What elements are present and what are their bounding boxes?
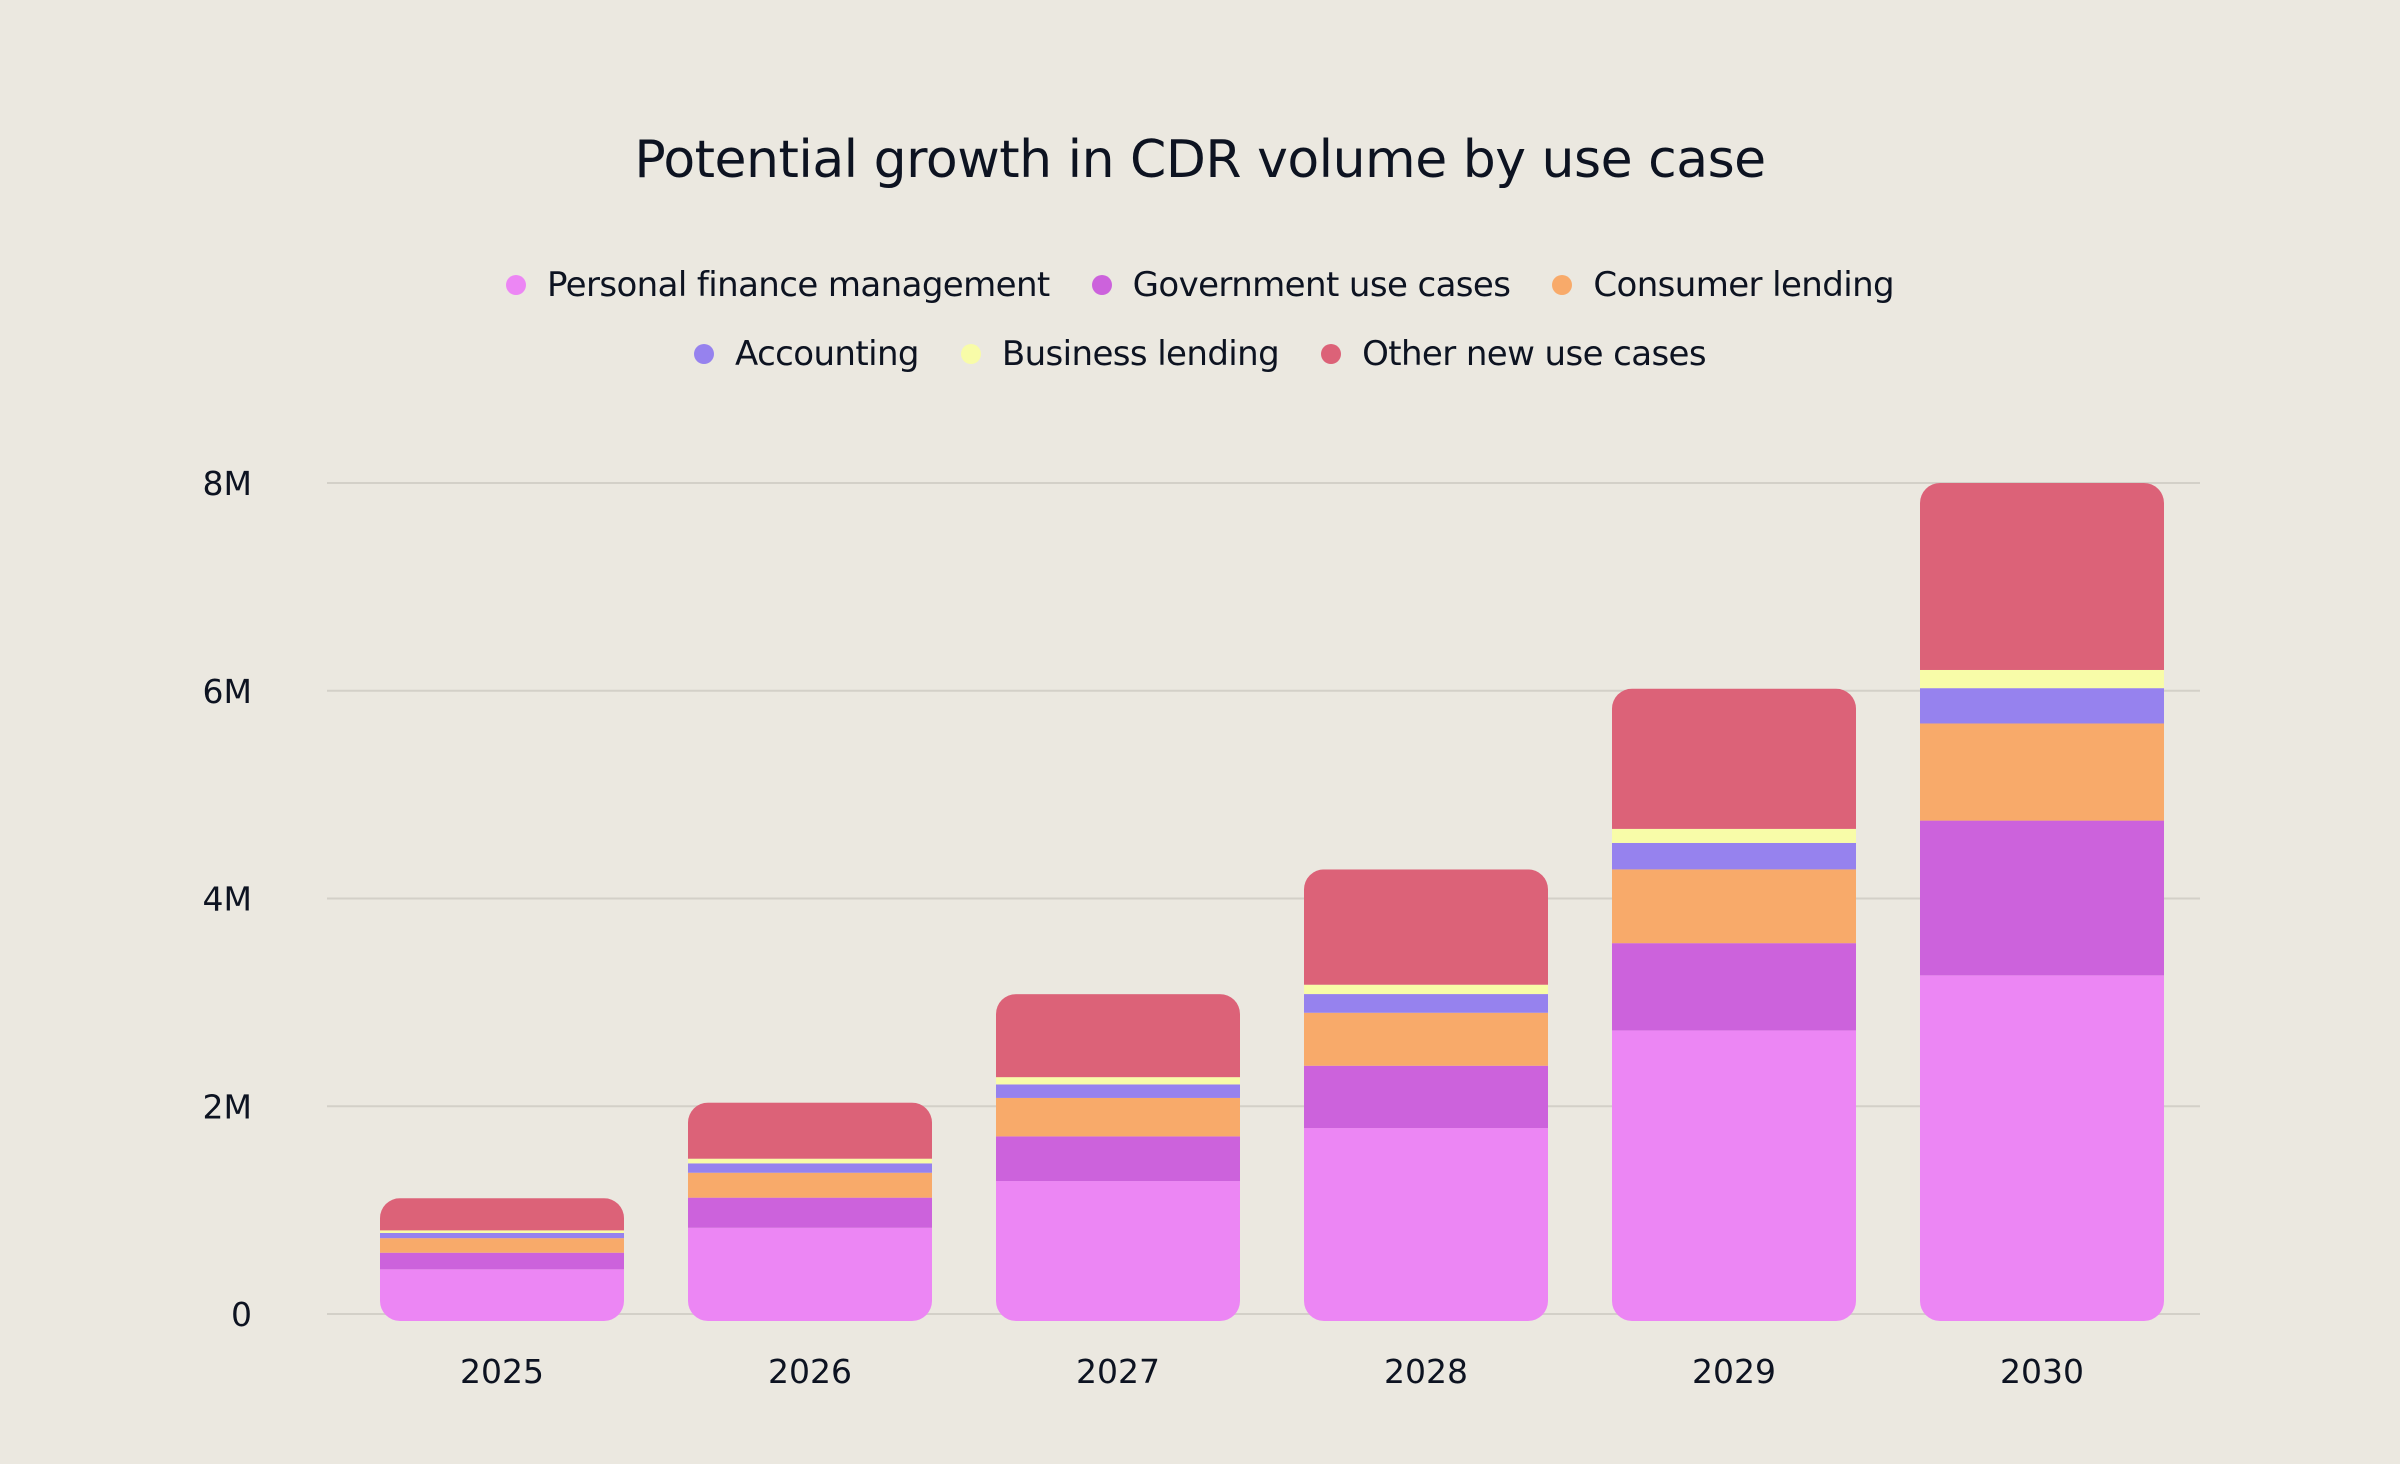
legend-dot-icon xyxy=(960,344,981,364)
legend-item-other-new-use-cases[interactable]: Other new use cases xyxy=(1321,334,1707,374)
legend-item-consumer-lending[interactable]: Consumer lending xyxy=(1552,265,1895,305)
legend-label: Business lending xyxy=(1001,334,1280,374)
bar-segment[interactable] xyxy=(996,1077,1240,1085)
bar-segment[interactable] xyxy=(380,1252,624,1270)
y-axis: 0 2M 4M 6M 8M xyxy=(203,464,252,1334)
bar-stack-2027[interactable] xyxy=(996,994,1240,1321)
legend-dot-icon xyxy=(1552,275,1573,295)
gridlines xyxy=(327,482,2200,1315)
bar-segment[interactable] xyxy=(688,1227,932,1321)
bar-segment[interactable] xyxy=(1304,984,1548,995)
bar-segment[interactable] xyxy=(1304,1128,1548,1321)
bar-segment[interactable] xyxy=(996,1136,1240,1182)
bar-segment[interactable] xyxy=(1612,869,1856,944)
legend-item-government-use-cases[interactable]: Government use cases xyxy=(1091,265,1511,305)
legend-item-accounting[interactable]: Accounting xyxy=(694,334,919,374)
bar-segment[interactable] xyxy=(380,1238,624,1253)
x-tick-label: 2028 xyxy=(1384,1352,1468,1391)
legend-dot-icon xyxy=(505,275,526,295)
x-tick-label: 2026 xyxy=(768,1352,852,1391)
bar-stack-2026[interactable] xyxy=(688,1102,932,1321)
bar-segment[interactable] xyxy=(1612,842,1856,870)
bar-segment[interactable] xyxy=(380,1198,624,1231)
bar-segment[interactable] xyxy=(1612,828,1856,843)
y-tick-label: 8M xyxy=(203,464,252,503)
x-axis: 2025 2026 2027 2028 2029 2030 xyxy=(460,1352,2084,1391)
bar-segment[interactable] xyxy=(380,1232,624,1239)
bar-segment[interactable] xyxy=(1612,943,1856,1031)
legend-label: Consumer lending xyxy=(1593,265,1895,305)
y-tick-label: 2M xyxy=(203,1087,252,1126)
legend-row-2: Accounting Business lending Other new us… xyxy=(0,334,2400,374)
bar-segment[interactable] xyxy=(1920,483,2164,670)
legend-label: Personal finance management xyxy=(546,265,1050,305)
bar-stack-2030[interactable] xyxy=(1920,483,2164,1321)
legend-label: Government use cases xyxy=(1132,265,1511,305)
bar-segment[interactable] xyxy=(1920,688,2164,724)
legend-label: Accounting xyxy=(735,334,919,374)
legend-row-1: Personal finance management Government u… xyxy=(0,265,2400,305)
bar-segment[interactable] xyxy=(996,1097,1240,1137)
bar-segment[interactable] xyxy=(1920,975,2164,1321)
bar-segment[interactable] xyxy=(1920,820,2164,976)
bar-segment[interactable] xyxy=(1304,869,1548,985)
y-tick-label: 6M xyxy=(203,672,252,711)
legend-label: Other new use cases xyxy=(1362,334,1706,374)
bar-segment[interactable] xyxy=(688,1102,932,1159)
bar-segment[interactable] xyxy=(1304,994,1548,1013)
chart-title: Potential growth in CDR volume by use ca… xyxy=(634,130,1766,190)
x-tick-label: 2029 xyxy=(1692,1352,1776,1391)
bar-segment[interactable] xyxy=(1304,1012,1548,1066)
bar-stack-2029[interactable] xyxy=(1612,688,1856,1321)
bar-segment[interactable] xyxy=(380,1269,624,1321)
bar-segment[interactable] xyxy=(688,1197,932,1228)
bar-stack-2025[interactable] xyxy=(380,1198,624,1321)
bar-segment[interactable] xyxy=(996,994,1240,1078)
bars xyxy=(380,483,2164,1321)
bar-segment[interactable] xyxy=(1612,1030,1856,1321)
y-tick-label: 0 xyxy=(231,1295,252,1334)
legend-item-personal-finance-management[interactable]: Personal finance management xyxy=(505,265,1050,305)
legend-dot-icon xyxy=(694,344,715,364)
y-tick-label: 4M xyxy=(203,880,252,919)
legend-dot-icon xyxy=(1091,275,1112,295)
bar-segment[interactable] xyxy=(688,1158,932,1164)
bar-segment[interactable] xyxy=(688,1172,932,1198)
bar-segment[interactable] xyxy=(996,1084,1240,1098)
x-tick-label: 2027 xyxy=(1076,1352,1160,1391)
legend-dot-icon xyxy=(1321,344,1342,364)
bar-segment[interactable] xyxy=(1612,688,1856,829)
bar-segment[interactable] xyxy=(688,1163,932,1173)
bar-stack-2028[interactable] xyxy=(1304,869,1548,1321)
bar-segment[interactable] xyxy=(1920,723,2164,821)
bar-segment[interactable] xyxy=(380,1230,624,1233)
bar-segment[interactable] xyxy=(996,1181,1240,1321)
x-tick-label: 2030 xyxy=(2000,1352,2084,1391)
legend-item-business-lending[interactable]: Business lending xyxy=(960,334,1280,374)
bar-segment[interactable] xyxy=(1304,1065,1548,1129)
x-tick-label: 2025 xyxy=(460,1352,544,1391)
bar-segment[interactable] xyxy=(1920,669,2164,689)
